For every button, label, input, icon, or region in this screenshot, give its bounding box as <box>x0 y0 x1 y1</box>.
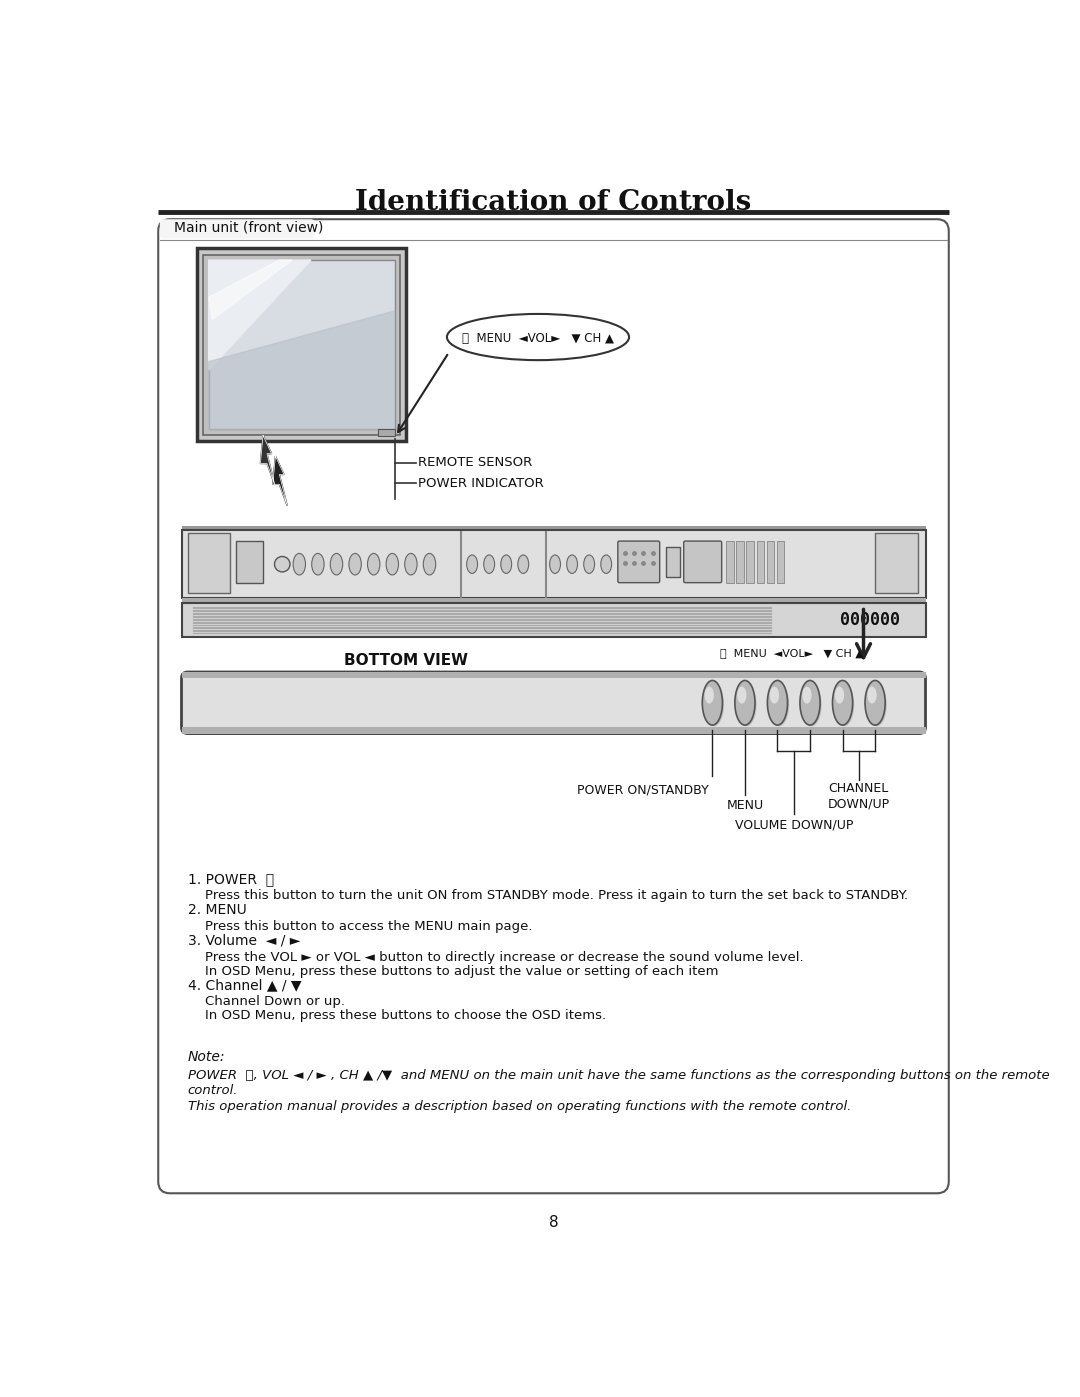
Text: 000000: 000000 <box>840 610 901 629</box>
Text: Channel Down or up.: Channel Down or up. <box>205 996 345 1009</box>
Ellipse shape <box>501 555 512 573</box>
Ellipse shape <box>330 553 342 576</box>
Ellipse shape <box>517 555 529 573</box>
FancyBboxPatch shape <box>159 219 948 1193</box>
Ellipse shape <box>405 553 417 576</box>
Text: In OSD Menu, press these buttons to adjust the value or setting of each item: In OSD Menu, press these buttons to adju… <box>205 964 718 978</box>
Ellipse shape <box>738 686 746 704</box>
Ellipse shape <box>865 680 886 725</box>
FancyBboxPatch shape <box>197 249 406 441</box>
Ellipse shape <box>702 680 723 725</box>
Bar <box>188 534 230 594</box>
Ellipse shape <box>583 555 595 573</box>
Circle shape <box>274 556 291 571</box>
Text: Note:: Note: <box>188 1051 226 1065</box>
Ellipse shape <box>704 686 714 704</box>
FancyBboxPatch shape <box>160 219 314 239</box>
Ellipse shape <box>387 553 399 576</box>
Text: 8: 8 <box>549 1215 558 1231</box>
Bar <box>181 672 926 678</box>
Bar <box>746 541 754 584</box>
Polygon shape <box>260 436 275 485</box>
FancyBboxPatch shape <box>160 221 947 1192</box>
Text: This operation manual provides a description based on operating functions with t: This operation manual provides a descrip… <box>188 1099 851 1113</box>
Text: 3. Volume  ◄ / ►: 3. Volume ◄ / ► <box>188 933 300 947</box>
Bar <box>378 429 394 436</box>
Text: POWER ON/STANDBY: POWER ON/STANDBY <box>577 784 708 796</box>
Text: VOLUME DOWN/UP: VOLUME DOWN/UP <box>734 819 853 831</box>
Bar <box>737 541 744 584</box>
FancyBboxPatch shape <box>684 541 721 583</box>
Text: Main unit (front view): Main unit (front view) <box>174 221 323 235</box>
Text: BOTTOM VIEW: BOTTOM VIEW <box>345 652 469 668</box>
Ellipse shape <box>423 553 435 576</box>
Text: Press this button to turn the unit ON from STANDBY mode. Press it again to turn : Press this button to turn the unit ON fr… <box>205 888 908 902</box>
FancyBboxPatch shape <box>181 672 926 733</box>
Ellipse shape <box>550 555 561 573</box>
Bar <box>235 541 262 584</box>
FancyBboxPatch shape <box>203 254 400 434</box>
Bar <box>208 260 394 429</box>
Text: 4. Channel ▲ / ▼: 4. Channel ▲ / ▼ <box>188 978 301 992</box>
Text: Identification of Controls: Identification of Controls <box>355 189 752 217</box>
Ellipse shape <box>367 553 380 576</box>
Ellipse shape <box>567 555 578 573</box>
Bar <box>181 602 926 637</box>
Ellipse shape <box>770 686 779 704</box>
Ellipse shape <box>737 685 757 726</box>
Text: In OSD Menu, press these buttons to choose the OSD items.: In OSD Menu, press these buttons to choo… <box>205 1009 606 1023</box>
Text: MENU: MENU <box>727 799 764 812</box>
Bar <box>767 541 774 584</box>
Ellipse shape <box>467 555 477 573</box>
Text: 1. POWER  ⏽: 1. POWER ⏽ <box>188 872 274 886</box>
Bar <box>181 531 926 598</box>
Bar <box>875 534 918 594</box>
Ellipse shape <box>484 555 495 573</box>
Ellipse shape <box>447 314 629 360</box>
Text: Press this button to access the MENU main page.: Press this button to access the MENU mai… <box>205 921 532 933</box>
Text: ⏽  MENU  ◄VOL►   ▼ CH ▲: ⏽ MENU ◄VOL► ▼ CH ▲ <box>720 648 864 658</box>
Bar <box>777 541 784 584</box>
Text: POWER INDICATOR: POWER INDICATOR <box>418 476 543 490</box>
Text: CHANNEL
DOWN/UP: CHANNEL DOWN/UP <box>827 782 890 810</box>
Ellipse shape <box>312 553 324 576</box>
Ellipse shape <box>600 555 611 573</box>
Ellipse shape <box>801 685 822 726</box>
Polygon shape <box>208 260 311 370</box>
Ellipse shape <box>704 685 724 726</box>
Text: REMOTE SENSOR: REMOTE SENSOR <box>418 455 532 469</box>
Ellipse shape <box>834 685 854 726</box>
Ellipse shape <box>734 680 755 725</box>
Ellipse shape <box>769 685 789 726</box>
Ellipse shape <box>293 553 306 576</box>
Polygon shape <box>208 312 394 429</box>
Bar <box>181 598 926 602</box>
Ellipse shape <box>768 680 787 725</box>
Polygon shape <box>273 457 287 506</box>
Bar <box>181 525 926 531</box>
Ellipse shape <box>802 686 811 704</box>
Ellipse shape <box>866 685 887 726</box>
Ellipse shape <box>833 680 852 725</box>
Text: Press the VOL ► or VOL ◄ button to directly increase or decrease the sound volum: Press the VOL ► or VOL ◄ button to direc… <box>205 951 804 964</box>
Bar <box>181 728 926 733</box>
Polygon shape <box>208 260 293 320</box>
Text: ⏽  MENU  ◄VOL►   ▼ CH ▲: ⏽ MENU ◄VOL► ▼ CH ▲ <box>462 332 615 345</box>
Ellipse shape <box>349 553 362 576</box>
FancyBboxPatch shape <box>618 541 660 583</box>
Text: POWER  ⏽, VOL ◄ / ► , CH ▲ /▼  and MENU on the main unit have the same functions: POWER ⏽, VOL ◄ / ► , CH ▲ /▼ and MENU on… <box>188 1069 1050 1097</box>
Text: 2. MENU: 2. MENU <box>188 902 246 916</box>
Bar <box>757 541 765 584</box>
Ellipse shape <box>800 680 820 725</box>
Bar <box>727 541 734 584</box>
Bar <box>666 548 679 577</box>
Ellipse shape <box>835 686 845 704</box>
Ellipse shape <box>867 686 877 704</box>
